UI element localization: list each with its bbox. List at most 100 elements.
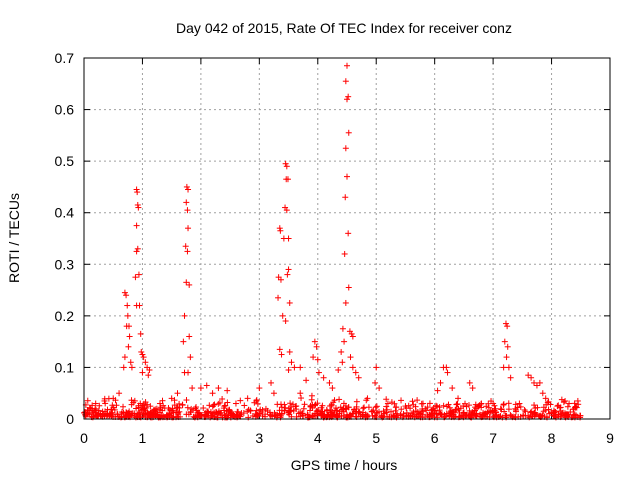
noise-point [525,412,532,419]
data-point [444,369,451,376]
noise-point [210,402,217,409]
data-point [352,369,359,376]
data-point [443,364,450,371]
noise-point [434,403,441,410]
noise-point [192,405,199,412]
x-tick-labels: 0 1 2 3 4 5 6 7 8 9 [80,430,614,446]
noise-point [547,401,554,408]
y-tick-label: 0.7 [55,50,75,66]
noise-point [108,413,115,420]
noise-point [183,397,190,404]
noise-point [179,402,186,409]
x-tick-label: 0 [80,430,88,446]
data-point [516,400,523,407]
data-point [133,186,140,193]
x-axis-label: GPS time / hours [291,457,398,473]
data-points [92,62,581,410]
data-point [197,385,204,392]
noise-point [219,395,226,402]
data-point [126,323,133,330]
x-tick-label: 6 [431,430,439,446]
noise-point [381,410,388,417]
y-tick-labels: 0 0.1 0.2 0.3 0.4 0.5 0.6 0.7 [55,50,75,427]
data-point [279,312,286,319]
data-point [342,78,349,85]
data-point [315,369,322,376]
noise-point [87,405,94,412]
noise-point [521,406,528,413]
data-point [181,369,188,376]
data-point [126,333,133,340]
data-point [349,333,356,340]
data-point [344,62,350,69]
data-point [121,289,128,296]
data-point [186,281,193,288]
noise-point [249,412,256,419]
x-tick-label: 8 [548,430,556,446]
noise-point [262,411,269,418]
data-point [203,382,210,389]
data-point [502,320,509,327]
noise-point [84,397,91,404]
data-point [542,395,549,402]
data-point [244,395,251,402]
noise-point [209,410,216,417]
data-point [372,379,379,386]
noise-point [244,408,251,415]
data-point [139,369,146,376]
data-point [320,374,327,381]
noise-point [307,403,314,410]
data-point [282,160,289,167]
noise-point [153,405,160,412]
noise-point [397,412,404,419]
noise-point [503,412,510,419]
noise-point [338,413,345,420]
noise-point [472,407,479,414]
noise-point [144,409,151,416]
data-point [140,354,147,361]
data-point [434,387,441,394]
noise-point [419,406,426,413]
data-point [186,333,193,340]
noise-point [237,397,244,404]
noise-point [312,412,319,419]
noise-point [333,407,340,414]
noise-point [446,412,453,419]
x-tick-label: 5 [372,430,380,446]
noise-point [409,412,416,419]
noise-point [433,402,440,409]
data-point [531,379,538,386]
noise-point [254,400,261,407]
data-point [124,302,131,309]
noise-point [313,408,320,415]
data-point [344,173,350,180]
data-point [339,359,346,366]
noise-point [505,406,512,413]
data-point [278,351,285,358]
data-point [536,379,543,386]
noise-point [103,410,110,417]
data-point [184,248,191,255]
noise-point [293,406,300,413]
noise-point [332,404,339,411]
noise-point [141,410,148,417]
noise-point [282,404,289,411]
noise-point [203,411,210,418]
data-point [277,276,284,283]
noise-point [286,411,293,418]
noise-point [135,404,142,411]
noise-point [507,411,514,418]
data-point [125,343,132,350]
data-point [469,385,476,392]
noise-point [470,412,477,419]
data-point [276,225,283,232]
data-point [276,346,283,353]
noise-point [365,404,372,411]
data-point [437,379,444,386]
data-point [504,343,511,350]
noise-point [158,412,165,419]
noise-point [360,405,367,412]
noise-point [481,411,488,418]
noise-point [222,412,229,419]
data-point [528,374,535,381]
